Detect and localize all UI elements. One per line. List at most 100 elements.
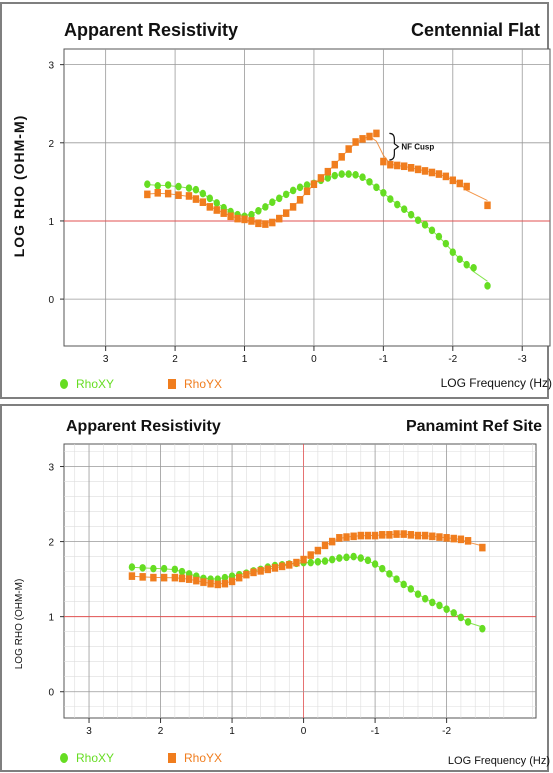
rhoyx-point xyxy=(296,196,304,204)
x-tick-label: -1 xyxy=(379,354,388,365)
y-tick-label: 3 xyxy=(48,463,54,474)
rhoyx-point xyxy=(271,564,279,572)
rhoxy-point xyxy=(269,198,276,206)
chart-panel-centennial-flat: Apparent Resistivity Centennial Flat LOG… xyxy=(0,2,552,399)
rhoyx-point xyxy=(257,567,264,575)
rhoxy-point xyxy=(296,183,304,192)
y-tick-label: 0 xyxy=(48,295,54,306)
rhoyx-point xyxy=(394,161,401,170)
rhoyx-legend-marker xyxy=(168,379,176,389)
y-tick-label: 1 xyxy=(48,613,54,624)
rhoyx-point xyxy=(484,201,491,210)
x-axis-label: LOG Frequency (Hz) xyxy=(441,376,552,390)
rhoyx-point xyxy=(345,145,352,153)
rhoxy-point xyxy=(443,605,450,613)
chart-panel-panamint-ref-site: Apparent Resistivity Panamint Ref Site L… xyxy=(0,404,550,772)
rhoxy-point xyxy=(276,194,283,203)
rhoxy-point xyxy=(171,565,179,574)
rhoxy-point xyxy=(164,181,172,189)
rhoyx-point xyxy=(175,191,182,199)
rhoyx-point xyxy=(178,574,186,583)
rhoyx-point xyxy=(150,573,157,582)
rhoxy-point xyxy=(359,173,366,181)
rhoxy-legend-marker xyxy=(60,753,68,763)
rhoyx-point xyxy=(214,580,221,589)
rhoyx-point xyxy=(250,568,257,577)
x-tick-label: -2 xyxy=(448,354,457,365)
rhoyx-point xyxy=(241,215,248,224)
rhoxy-point xyxy=(192,185,200,194)
x-tick-label: 1 xyxy=(229,726,235,737)
rhoxy-legend-marker xyxy=(60,379,68,389)
rhoyx-point xyxy=(160,573,168,582)
chart-title: Apparent Resistivity xyxy=(64,20,238,40)
y-axis-label: LOG RHO (OHM-M) xyxy=(14,579,25,670)
rhoxy-point xyxy=(331,171,338,180)
rhoyx-point xyxy=(164,189,172,198)
rhoyx-point xyxy=(449,176,456,185)
rhoyx-point xyxy=(236,573,243,582)
rhoxy-point xyxy=(387,195,394,203)
site-name: Panamint Ref Site xyxy=(406,418,542,435)
rhoxy-point xyxy=(429,598,436,607)
rhoyx-point xyxy=(221,579,229,588)
chart-title: Apparent Resistivity xyxy=(66,418,221,435)
rhoxy-point xyxy=(373,183,380,192)
rhoyx-point xyxy=(276,214,283,223)
rhoyx-point xyxy=(421,531,429,540)
rhoxy-point xyxy=(150,564,157,573)
rhoxy-point xyxy=(343,553,350,562)
y-tick-label: 3 xyxy=(48,61,54,72)
rhoxy-point xyxy=(357,554,364,562)
rhoyx-point xyxy=(193,576,200,585)
rhoxy-point xyxy=(350,552,357,561)
rhoxy-point xyxy=(449,248,456,257)
rhoxy-point xyxy=(435,232,443,241)
rhoyx-point xyxy=(314,546,322,555)
x-tick-label: 2 xyxy=(172,354,178,365)
plot-area xyxy=(63,443,537,719)
x-tick-label: -1 xyxy=(371,726,380,737)
rhoxy-point xyxy=(206,194,213,203)
rhoyx-point xyxy=(450,534,457,543)
rhoyx-point xyxy=(479,543,486,552)
rhoxy-point xyxy=(414,590,422,598)
rhoyx-point xyxy=(338,153,345,161)
rhoxy-point xyxy=(221,573,229,582)
rhoyx-point xyxy=(343,533,350,541)
rhoxy-point xyxy=(364,556,372,565)
rhoyx-legend-label: RhoYX xyxy=(184,377,222,391)
x-tick-label: 0 xyxy=(301,726,307,737)
nf-cusp-bracket xyxy=(389,132,400,161)
rhoxy-point xyxy=(421,594,429,603)
rhoxy-point xyxy=(128,563,136,571)
x-tick-label: -2 xyxy=(442,726,451,737)
rhoxy-point xyxy=(479,624,486,633)
rhoyx-legend-label: RhoYX xyxy=(184,751,222,765)
rhoyx-point xyxy=(248,217,255,225)
rhoxy-point xyxy=(213,199,220,207)
rhoyx-point xyxy=(435,170,443,178)
rhoxy-legend-label: RhoXY xyxy=(76,751,114,765)
rhoyx-point xyxy=(262,220,269,228)
rhoxy-point xyxy=(470,264,477,272)
rhoyx-point xyxy=(407,164,415,172)
rhoyx-point xyxy=(414,165,422,174)
rhoyx-point xyxy=(387,160,394,169)
rhoyx-point xyxy=(243,570,250,579)
rhoxy-legend-label: RhoXY xyxy=(76,377,114,391)
rhoyx-point xyxy=(144,190,151,199)
rhoyx-point xyxy=(443,534,450,542)
rhoyx-point xyxy=(199,198,207,206)
chart-centennial-flat: Apparent Resistivity Centennial Flat LOG… xyxy=(11,20,552,391)
rhoxy-point xyxy=(255,206,262,215)
rhoyx-point xyxy=(366,132,373,141)
rhoxy-point xyxy=(303,181,311,189)
rhoxy-point xyxy=(456,255,463,264)
rhoyx-point xyxy=(200,578,207,586)
rhoyx-point xyxy=(185,575,193,583)
rhoyx-point xyxy=(139,573,146,581)
rhoyx-point xyxy=(213,206,220,214)
rhoxy-point xyxy=(407,210,415,219)
rhoxy-point xyxy=(421,221,429,229)
